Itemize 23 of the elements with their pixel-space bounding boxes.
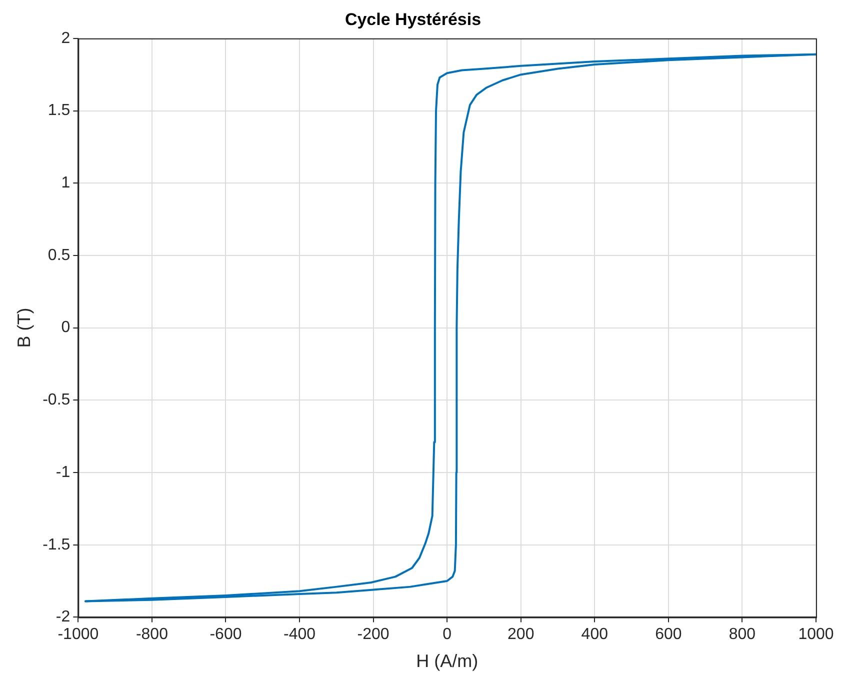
y-tick-label: 1 xyxy=(61,174,70,192)
x-tick-label: -1000 xyxy=(58,626,99,644)
y-tick-label: 2 xyxy=(61,30,70,47)
x-tick-label: 200 xyxy=(508,626,534,644)
x-tick-label: 0 xyxy=(442,626,452,644)
y-axis-title: B (T) xyxy=(14,308,34,348)
y-tick-label: -2 xyxy=(56,608,70,626)
x-tick-label: -800 xyxy=(136,626,168,644)
x-tick-label: 1000 xyxy=(798,626,834,644)
chart-title: Cycle Hystérésis xyxy=(344,10,482,29)
y-tick-label: 0 xyxy=(61,319,70,336)
x-tick-label: 800 xyxy=(728,626,756,644)
x-tick-label: 600 xyxy=(655,626,682,644)
x-tick-label: -200 xyxy=(357,626,390,644)
y-tick-label: 1.5 xyxy=(48,102,70,120)
y-tick-label: -1 xyxy=(56,464,70,481)
y-tick-label: -1.5 xyxy=(42,536,70,554)
y-tick-label: -0.5 xyxy=(42,392,70,409)
y-tick-label: 0.5 xyxy=(48,246,70,264)
x-tick-label: -400 xyxy=(284,626,316,644)
x-tick-label: -600 xyxy=(210,626,242,644)
x-axis-title: H (A/m) xyxy=(416,651,478,672)
x-tick-label: 400 xyxy=(581,626,608,644)
